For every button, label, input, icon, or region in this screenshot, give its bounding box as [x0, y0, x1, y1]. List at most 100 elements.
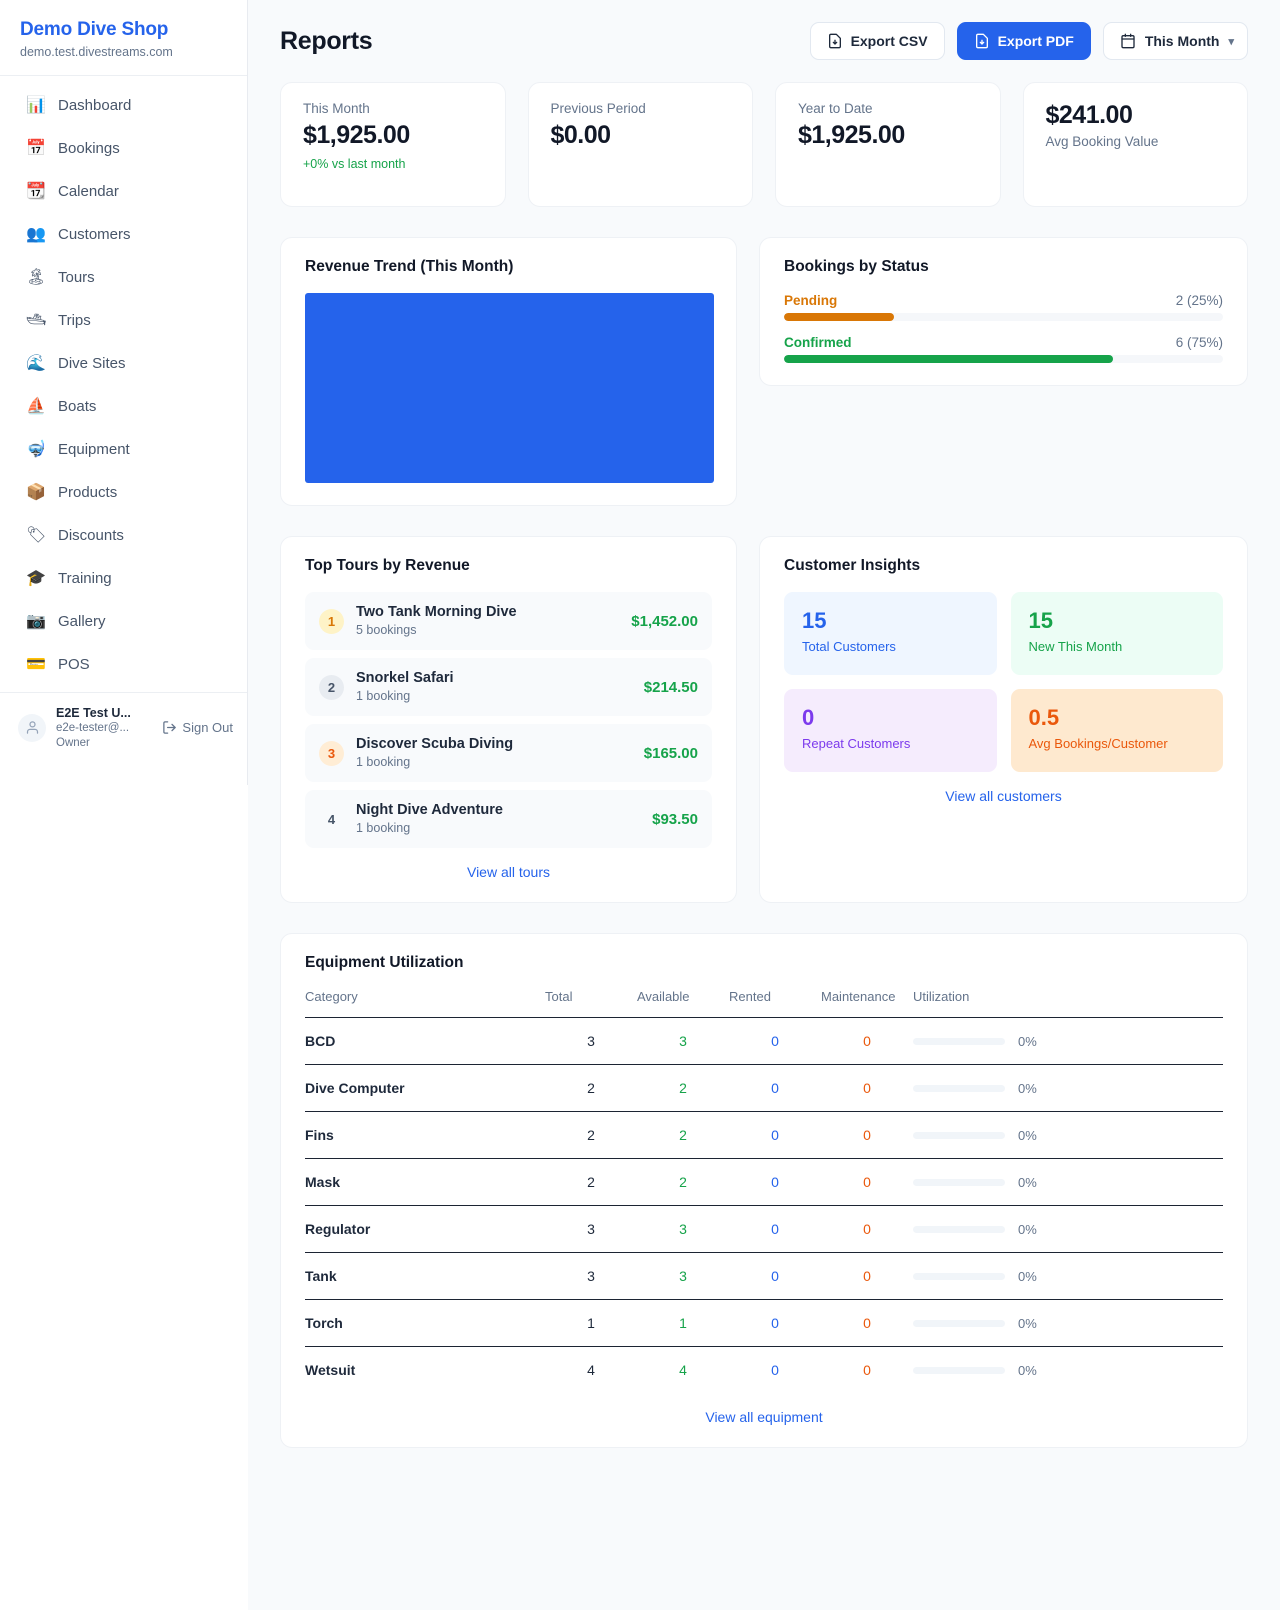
- stat-card: Year to Date $1,925.00: [775, 82, 1001, 207]
- sign-out-button[interactable]: Sign Out: [162, 720, 233, 735]
- cell-total: 1: [545, 1299, 637, 1347]
- insight-value: 0: [802, 705, 815, 730]
- sidebar-item-label: Customers: [58, 225, 131, 243]
- tour-bookings: 1 booking: [356, 755, 411, 770]
- status-progress-track: [784, 313, 1223, 321]
- table-row: Tank 3 3 0 0 0%: [305, 1252, 1223, 1300]
- cell-maintenance: 0: [821, 1205, 913, 1253]
- cell-available: 3: [637, 1017, 729, 1065]
- cell-maintenance: 0: [821, 1252, 913, 1300]
- export-csv-button[interactable]: Export CSV: [809, 22, 945, 60]
- table-row: BCD 3 3 0 0 0%: [305, 1017, 1223, 1065]
- sidebar-item-pos[interactable]: 💳 POS: [0, 643, 247, 686]
- sidebar-item-label: Dashboard: [58, 96, 132, 114]
- calendar-date-icon: 📅: [26, 138, 46, 158]
- insight-value: 0.5: [1028, 705, 1060, 730]
- insight-label: Avg Bookings/Customer: [1028, 736, 1168, 752]
- chart-status-row: Revenue Trend (This Month) Bookings by S…: [280, 237, 1248, 506]
- tour-name: Night Dive Adventure: [356, 801, 503, 818]
- sidebar-item-label: POS: [58, 655, 90, 673]
- sidebar-item-gallery[interactable]: 📷 Gallery: [0, 600, 247, 643]
- cell-maintenance: 0: [863, 1362, 871, 1378]
- cell-utilization: 0%: [913, 1205, 1223, 1253]
- cell-rented: 0: [729, 1299, 821, 1347]
- sidebar-item-boats[interactable]: ⛵ Boats: [0, 385, 247, 428]
- sidebar-item-trips[interactable]: 🛥 Trips: [0, 299, 247, 342]
- cell-available: 2: [637, 1111, 729, 1159]
- cell-utilization: 0%: [913, 1299, 1223, 1347]
- tour-revenue: $214.50: [643, 678, 698, 696]
- table-row: Regulator 3 3 0 0 0%: [305, 1205, 1223, 1253]
- cell-utilization: 0%: [913, 1017, 1223, 1065]
- tour-rank-badge: 4: [327, 811, 336, 827]
- cell-utilization: 0%: [913, 1158, 1223, 1206]
- stat-sub: +0% vs last month: [303, 157, 406, 171]
- cell-category: Dive Computer: [305, 1064, 545, 1112]
- sidebar-item-products[interactable]: 📦 Products: [0, 471, 247, 514]
- sidebar-item-label: Tours: [58, 268, 95, 286]
- period-select[interactable]: This Month ▾: [1102, 22, 1248, 60]
- cell-total: 3: [545, 1205, 637, 1253]
- list-item[interactable]: 1 Two Tank Morning Dive 5 bookings $1,452.0…: [305, 592, 712, 650]
- list-item[interactable]: 3 Discover Scuba Diving 1 booking $165.00: [305, 724, 712, 782]
- status-name: Confirmed: [784, 335, 852, 350]
- sign-out-label: Sign Out: [182, 720, 233, 736]
- view-all-tours-link[interactable]: View all tours: [466, 864, 550, 880]
- stat-card: $241.00 Avg Booking Value: [1022, 82, 1248, 207]
- view-all-equipment-link[interactable]: View all equipment: [705, 1409, 823, 1425]
- table-row: Dive Computer 2 2 0 0 0%: [305, 1064, 1223, 1112]
- customer-insights-panel: Customer Insights 15 Total Customers 15 New…: [759, 536, 1248, 903]
- utilization-track: [913, 1272, 1005, 1280]
- export-pdf-button[interactable]: Export PDF: [956, 22, 1091, 60]
- cell-utilization: 0%: [913, 1111, 1223, 1159]
- sidebar-item-dive-sites[interactable]: 🌊 Dive Sites: [0, 342, 247, 385]
- user-box: E2E Test U... e2e-tester@... Owner Sign …: [0, 691, 247, 763]
- cell-utilization: 0%: [913, 1064, 1223, 1112]
- tour-rank-badge: 3: [319, 740, 344, 766]
- utilization-track: [913, 1225, 1005, 1233]
- tour-bookings: 1 booking: [356, 821, 411, 836]
- sidebar-item-discounts[interactable]: 🏷 Discounts: [0, 514, 247, 557]
- cell-total: 3: [545, 1017, 637, 1065]
- sidebar-item-label: Trips: [58, 311, 91, 329]
- cell-total: 2: [545, 1111, 637, 1159]
- list-item[interactable]: 2 Snorkel Safari 1 booking $214.50: [305, 658, 712, 716]
- sidebar-item-training[interactable]: 🎓 Training: [0, 557, 247, 600]
- file-download-icon: [975, 33, 988, 49]
- sidebar-item-bookings[interactable]: 📅 Bookings: [0, 127, 247, 170]
- page-header: Reports Export CSV Exp: [280, 22, 1248, 60]
- sidebar-item-label: Bookings: [58, 139, 120, 157]
- sidebar-item-calendar[interactable]: 📆 Calendar: [0, 170, 247, 213]
- cell-available: 3: [637, 1205, 729, 1253]
- utilization-text: 0%: [1018, 1362, 1037, 1378]
- sidebar-item-tours[interactable]: 🏝 Tours: [0, 256, 247, 299]
- bookings-by-status-panel: Bookings by Status Pending 2 (25%) Confirm…: [759, 237, 1248, 386]
- cell-available: 2: [637, 1064, 729, 1112]
- cell-rented: 0: [729, 1205, 821, 1253]
- bar-chart-icon: 📊: [26, 95, 46, 115]
- list-item[interactable]: 4 Night Dive Adventure 1 booking $93.50: [305, 790, 712, 848]
- tour-bookings: 5 bookings: [356, 623, 417, 638]
- brand-block[interactable]: Demo Dive Shop demo.test.divestreams.com: [0, 0, 247, 76]
- view-all-customers-link[interactable]: View all customers: [945, 788, 1062, 804]
- tour-revenue: $93.50: [652, 810, 698, 828]
- cell-category: Torch: [305, 1299, 545, 1347]
- tour-rank-badge: 2: [319, 674, 344, 700]
- utilization-text: 0%: [1018, 1080, 1037, 1096]
- sidebar-item-equipment[interactable]: 🤿 Equipment: [0, 428, 247, 471]
- sidebar-item-label: Training: [58, 569, 112, 587]
- utilization-track: [913, 1037, 1005, 1045]
- sidebar-item-dashboard[interactable]: 📊 Dashboard: [0, 84, 247, 127]
- cell-category: Wetsuit: [305, 1362, 356, 1378]
- stat-card: This Month $1,925.00 +0% vs last month: [280, 82, 506, 207]
- export-pdf-label: Export PDF: [997, 33, 1074, 49]
- user-meta: E2E Test U... e2e-tester@... Owner: [56, 706, 152, 750]
- user-icon: [26, 721, 38, 735]
- table-row: Fins 2 2 0 0 0%: [305, 1111, 1223, 1159]
- wave-icon: 🌊: [26, 353, 46, 373]
- revenue-trend-title: Revenue Trend (This Month): [305, 258, 514, 275]
- cell-rented: 0: [729, 1064, 821, 1112]
- sidebar-nav: 📊 Dashboard 📅 Bookings 📆 Calendar 👥 Customers 🏝 T…: [0, 76, 247, 692]
- sidebar-item-customers[interactable]: 👥 Customers: [0, 213, 247, 256]
